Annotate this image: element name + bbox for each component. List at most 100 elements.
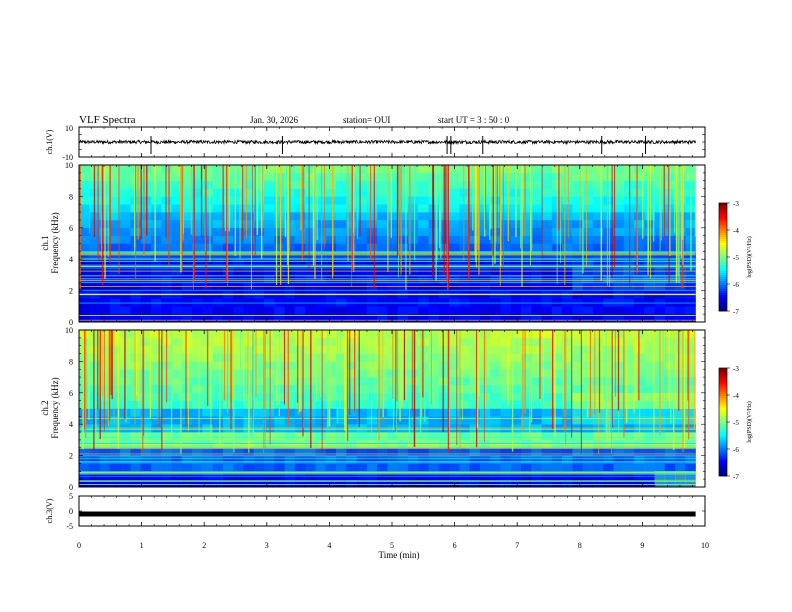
spectrogram-cell: [592, 463, 604, 472]
spectrogram-cell: [212, 227, 224, 236]
spectrogram-cell: [377, 204, 388, 213]
spectrogram-cell: [356, 416, 368, 425]
spectrogram-cell: [274, 196, 285, 205]
spectrogram-cell: [294, 447, 306, 456]
spectrogram-cell: [562, 392, 573, 401]
spectrogram-cell: [407, 188, 419, 197]
spectrogram-cell: [140, 345, 152, 354]
spectrogram-cell: [562, 251, 573, 260]
spectrogram-cell: [335, 447, 347, 456]
spectrogram-cell: [572, 196, 583, 205]
spectrogram-cell: [520, 330, 532, 339]
spectrogram-cell: [212, 243, 224, 252]
spectrogram-cell: [325, 227, 337, 236]
spectrogram-cell: [633, 235, 645, 244]
colorbar-step: [719, 392, 727, 395]
spectrogram-cell: [89, 337, 100, 346]
spectrogram-cell: [325, 408, 337, 417]
spectrogram-cell: [294, 243, 306, 252]
spectrogram-cell: [253, 369, 265, 378]
spectrogram-cell: [541, 345, 553, 354]
spectrogram-cell: [562, 353, 573, 362]
spectrogram-cell: [418, 330, 429, 339]
spectrogram-cell: [356, 227, 368, 236]
spectrogram-cell: [325, 353, 337, 362]
spectrogram-cell: [685, 392, 697, 401]
spectrogram-cell: [356, 251, 368, 260]
spectrogram-cell: [335, 432, 347, 441]
colorbar-step: [719, 281, 727, 284]
spectrogram-cell: [89, 298, 100, 307]
spectrogram-cell: [675, 298, 686, 307]
spectrogram-cell: [459, 400, 470, 409]
spectrogram-cell: [140, 384, 152, 394]
spectrogram-cell: [541, 447, 553, 456]
spectrogram-cell: [397, 377, 409, 386]
spectrogram-cell: [603, 243, 614, 252]
spectrogram-cell: [120, 212, 131, 221]
spectrogram-cell: [397, 172, 409, 181]
spectrogram-cell: [438, 353, 450, 362]
start-time-label: start UT = 3 : 50 : 0: [438, 115, 510, 125]
spectrogram-cell: [592, 392, 604, 401]
spectrogram-cell: [335, 330, 347, 339]
spectrogram-cell: [212, 330, 224, 339]
spectrogram-cell: [346, 471, 357, 480]
spectrogram-cell: [407, 196, 419, 205]
spectrogram-cell: [531, 392, 542, 401]
spectrogram-cell: [377, 432, 388, 441]
spectrogram-cell: [490, 416, 501, 425]
spectrogram-cell: [377, 447, 388, 456]
spectrogram-cell: [448, 180, 460, 189]
spectrogram-cell: [685, 455, 697, 464]
spectrogram-cell: [459, 330, 470, 339]
spectrogram-cell: [490, 306, 501, 315]
spectrogram-cell: [551, 408, 563, 417]
spectrogram-cell: [181, 243, 193, 252]
colorbar-step: [719, 229, 727, 232]
spectrogram-cell: [572, 172, 583, 181]
spectrogram-cell: [222, 361, 234, 370]
spectrogram-cell: [397, 416, 409, 425]
spectrogram-cell: [448, 172, 460, 181]
spectrogram-cell: [644, 361, 655, 370]
spectrogram-cell: [253, 196, 265, 205]
spectrogram-cell: [171, 369, 183, 378]
spectrogram-cell: [562, 243, 573, 252]
spectrogram-cell: [510, 447, 522, 456]
spectrogram-cell: [633, 243, 645, 252]
spectrogram-cell: [305, 180, 316, 189]
spectrogram-cell: [613, 471, 625, 480]
spectrogram-cell: [685, 361, 697, 370]
spectrogram-cell: [654, 259, 666, 268]
spectrogram-cell: [644, 377, 655, 386]
spectrogram-cell: [356, 432, 368, 441]
spectrogram-cell: [490, 377, 501, 386]
ch1-spectrogram-ylabel: Frequency (kHz): [50, 212, 60, 273]
spectrogram-cell: [243, 479, 255, 488]
spectrogram-cell: [192, 353, 203, 362]
spectrogram-cell: [520, 314, 532, 323]
spectrogram-cell: [448, 408, 460, 417]
spectrogram-cell: [130, 314, 142, 323]
spectrogram-cell: [233, 227, 244, 236]
spectrogram-cell: [603, 455, 614, 464]
spectrogram-cell: [243, 172, 255, 181]
spectrogram-cell: [140, 314, 152, 323]
spectrogram-cell: [233, 180, 244, 189]
spectrogram-cell: [315, 298, 327, 307]
spectrogram-cell: [603, 227, 614, 236]
spectrogram-cell: [654, 471, 666, 480]
spectrogram-cell: [315, 455, 327, 464]
spectrogram-cell: [500, 243, 512, 252]
spectrogram-cell: [469, 471, 481, 480]
spectrogram-cell: [377, 345, 388, 354]
spectrogram-cell: [675, 471, 686, 480]
spectrogram-cell: [572, 298, 583, 307]
spectrogram-cell: [263, 392, 275, 401]
spectrogram-cell: [161, 432, 172, 441]
spectrogram-cell: [428, 377, 440, 386]
spectrogram-cell: [222, 235, 234, 244]
spectrogram-cell: [531, 400, 542, 409]
